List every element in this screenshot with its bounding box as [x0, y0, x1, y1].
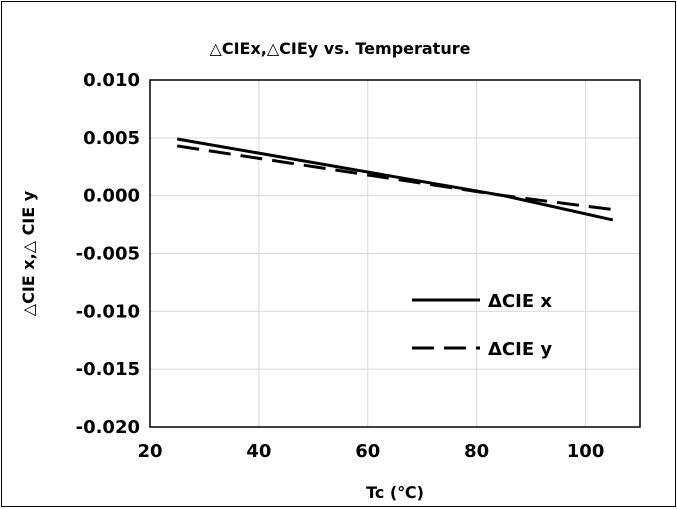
x-tick-label: 40: [246, 441, 271, 462]
x-axis-ticks: 20 40 60 80 100: [137, 441, 604, 462]
x-tick-label: 80: [464, 441, 489, 462]
legend-label: ΔCIE x: [488, 291, 552, 312]
y-axis-title: △CIE x,△ CIE y: [19, 190, 38, 316]
grid: [149, 79, 640, 428]
y-tick-label: 0.010: [83, 70, 140, 91]
series-line-cie-x: [176, 137, 614, 222]
plot-area-frame: [149, 79, 641, 428]
legend-label: ΔCIE y: [488, 339, 552, 360]
y-tick-label: 0.005: [83, 128, 140, 149]
legend: ΔCIE x ΔCIE y: [412, 291, 552, 360]
y-tick-label: -0.005: [76, 244, 140, 265]
x-tick-label: 20: [137, 441, 162, 462]
series-line-cie-y: [176, 144, 613, 212]
x-tick-label: 60: [355, 441, 380, 462]
chart-title: △CIEx,△CIEy vs. Temperature: [210, 39, 471, 58]
y-tick-label: -0.020: [76, 417, 140, 438]
series-layer: [176, 137, 614, 222]
y-axis-ticks: 0.010 0.005 0.000 -0.005 -0.010 -0.015 -0.020: [76, 70, 140, 438]
y-tick-label: 0.000: [83, 186, 140, 207]
y-tick-label: -0.010: [76, 301, 140, 322]
y-tick-label: -0.015: [76, 359, 140, 380]
x-axis-title: Tc (℃): [366, 483, 424, 502]
x-tick-label: 100: [567, 441, 605, 462]
